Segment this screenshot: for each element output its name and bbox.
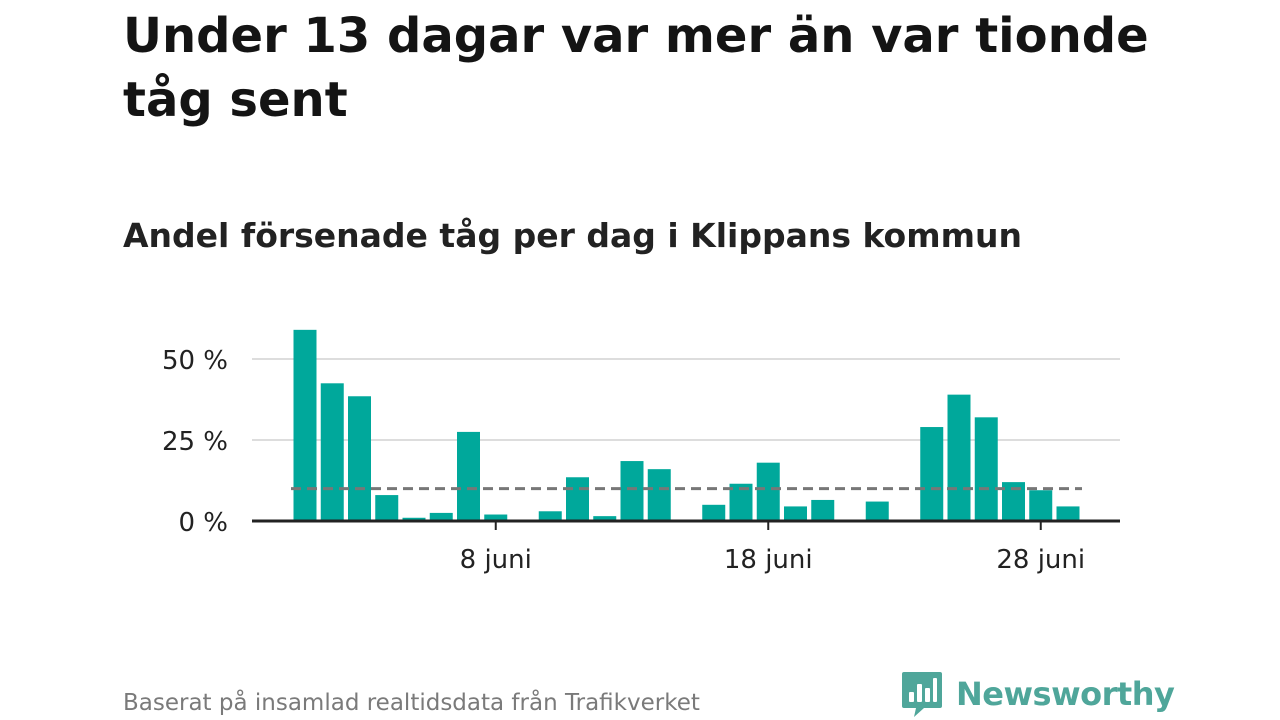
bar [538,511,562,521]
bar [402,517,426,521]
bar [1002,482,1025,521]
y-tick-label: 50 % [162,346,228,376]
x-tick-label: 8 juni [460,545,532,575]
source-note: Baserat på insamlad realtidsdata från Tr… [123,690,700,716]
bar [1029,490,1053,521]
logo-text: Newsworthy [956,675,1175,713]
bar [620,461,644,521]
bar-chart-speech-bubble-icon [902,672,942,717]
bar [484,514,508,521]
bar [1056,506,1080,521]
bar [920,427,944,521]
x-tick-label: 28 juni [996,545,1085,575]
bar [457,431,480,521]
y-tick-label: 25 % [162,427,228,457]
bar [784,506,807,521]
bar [320,383,344,521]
chart-title: Under 13 dagar var mer än var tionde tåg… [123,8,1149,128]
bar [865,501,889,521]
bar [811,499,835,521]
bar [974,417,998,521]
bar [702,504,726,521]
newsworthy-logo: Newsworthy [900,670,1175,718]
chart-subtitle: Andel försenade tåg per dag i Klippans k… [123,216,1022,255]
x-tick-label: 18 juni [724,545,813,575]
bar [593,516,617,521]
y-tick-label: 0 % [178,508,228,538]
bar [375,495,399,521]
bar [566,477,589,521]
bar [947,394,971,521]
bar [293,329,317,521]
bar [729,483,753,521]
bar [348,396,371,521]
bar [647,469,671,521]
bar [756,462,780,521]
bar [429,512,453,521]
bar-chart: 0 % 25 % 50 % 8 juni 18 juni 28 juni [162,329,1120,575]
